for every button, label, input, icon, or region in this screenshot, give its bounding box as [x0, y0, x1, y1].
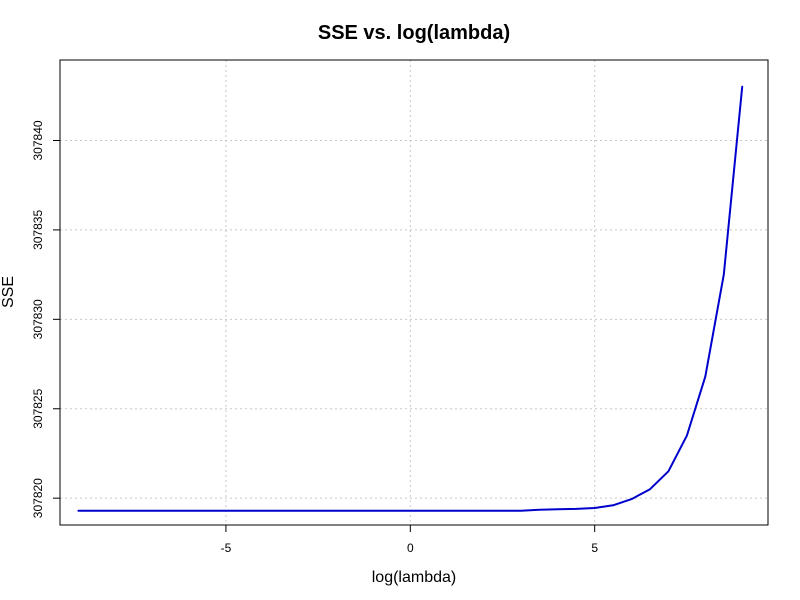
plot-frame [59, 59, 769, 526]
y-tick-label: 307840 [31, 120, 45, 160]
grid [60, 60, 768, 525]
y-tick-label: 307835 [31, 210, 45, 250]
series-layer [77, 85, 744, 512]
x-tick-label: 5 [591, 541, 598, 555]
y-axis-label: SSE [0, 276, 17, 308]
y-tick-label: 307825 [31, 388, 45, 428]
y-tick-label: 307830 [31, 299, 45, 339]
y-axis: 307820 307825 307830 307835 307840 [31, 120, 60, 518]
series-line [77, 85, 744, 512]
y-tick-label: 307820 [31, 478, 45, 518]
x-tick-label: 0 [407, 541, 414, 555]
x-tick-label: -5 [221, 541, 232, 555]
x-axis: -5 0 5 [221, 525, 598, 555]
x-axis-label: log(lambda) [372, 569, 456, 586]
chart-title: SSE vs. log(lambda) [318, 22, 510, 44]
